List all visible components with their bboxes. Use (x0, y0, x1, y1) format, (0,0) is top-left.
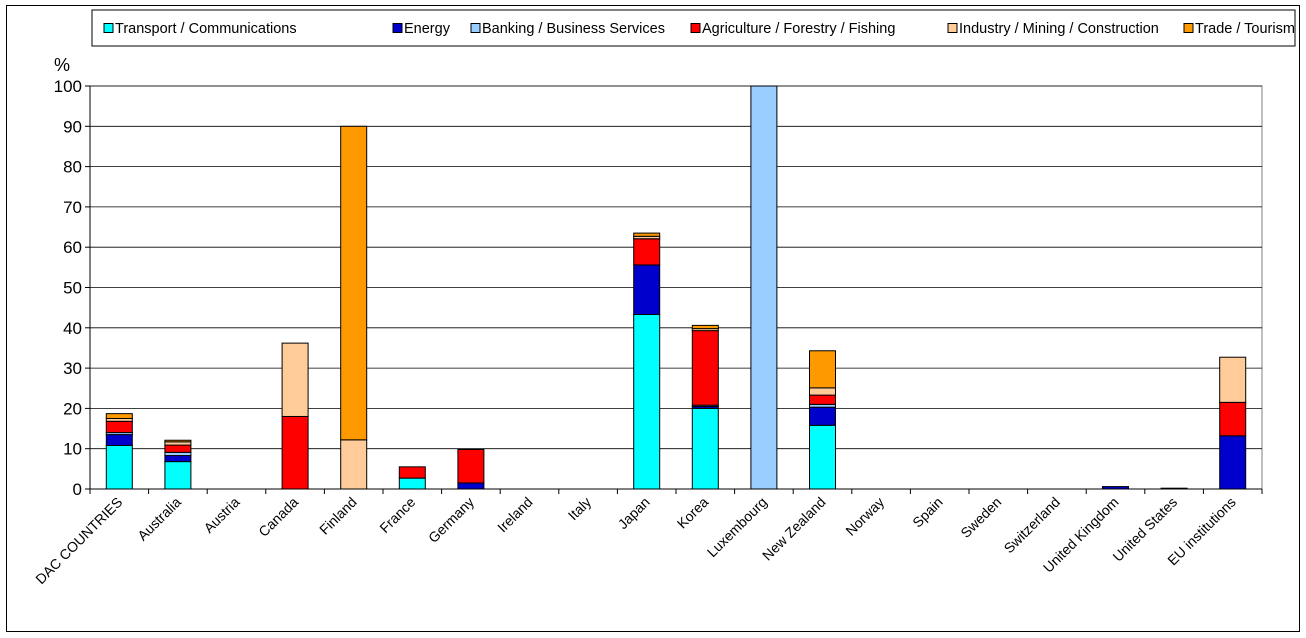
legend-swatch (1183, 23, 1194, 33)
legend-label: Transport / Communications (115, 21, 297, 37)
x-tick-label: Korea (674, 494, 712, 532)
x-tick-label: Sweden (957, 494, 1004, 541)
legend-swatch (470, 23, 481, 33)
bar-segment (457, 482, 485, 490)
legend-swatch (103, 23, 114, 33)
x-tick-label: Japan (615, 494, 653, 532)
grid-layer (89, 85, 1263, 490)
legend-label: Agriculture / Forestry / Fishing (702, 21, 895, 37)
x-tick-label: Germany (425, 494, 477, 546)
y-axis-label: % (54, 55, 70, 75)
legend-swatch (392, 23, 403, 33)
x-tick-label: Australia (134, 494, 184, 544)
bar-segment (1219, 435, 1247, 490)
bar-segment (105, 413, 133, 419)
bar-segment (750, 85, 778, 490)
y-tick-label: 60 (63, 238, 82, 257)
bar-segment (457, 449, 485, 484)
x-tick-label: Finland (316, 494, 360, 538)
bar-segment (105, 420, 133, 434)
legend: Transport / Communications Energy Banking … (91, 9, 1296, 47)
x-tick-label: Spain (909, 494, 946, 531)
bar-segment (809, 394, 836, 405)
y-tick-label: 20 (63, 399, 82, 418)
bar-segment (633, 264, 661, 316)
bar-segment (809, 424, 836, 490)
x-tick-label: Norway (842, 494, 887, 539)
x-tick-label: Canada (255, 494, 301, 540)
bar-segment (105, 434, 133, 446)
bar-segment (633, 238, 661, 266)
x-tick-label: France (376, 494, 418, 536)
x-tick-label: Italy (565, 494, 594, 523)
bar-segment (691, 407, 719, 490)
bar-segment (398, 477, 426, 490)
legend-label: Trade / Tourism (1195, 21, 1295, 37)
bar-segment (633, 232, 661, 237)
chart-frame (6, 5, 1300, 632)
x-tick-label: Austria (200, 494, 242, 536)
bar-segment (398, 466, 426, 479)
y-tick-label: 80 (63, 158, 82, 177)
bar-segment (340, 125, 368, 441)
bar-segment (105, 444, 133, 490)
x-tick-label: Switzerland (1001, 494, 1063, 556)
bar-segment (164, 461, 192, 490)
bar-segment (281, 342, 309, 417)
legend-label: Energy (404, 21, 451, 37)
bar-segment (691, 324, 719, 330)
x-tick-label: New Zealand (759, 494, 829, 564)
legend-label: Industry / Mining / Construction (959, 21, 1159, 37)
bar-segment (691, 330, 719, 406)
bar-segment (340, 439, 368, 490)
legend-label: Banking / Business Services (482, 21, 665, 37)
y-tick-label: 30 (63, 359, 82, 378)
bar-segment (164, 439, 192, 443)
y-tick-label: 70 (63, 198, 82, 217)
legend-swatch (690, 23, 701, 33)
y-tick-label: 90 (63, 117, 82, 136)
bar-segment (281, 415, 309, 490)
y-tick-label: 50 (63, 279, 82, 298)
bar-segment (809, 387, 836, 396)
bar-segment (1219, 356, 1247, 403)
bar-segment (164, 444, 192, 453)
bar-segment (809, 350, 836, 389)
legend-swatch (947, 23, 958, 33)
bar-segment (809, 406, 836, 426)
y-tick-label: 100 (54, 77, 82, 96)
bar-segment (164, 455, 192, 463)
x-tick-label: Ireland (494, 494, 536, 536)
y-tick-label: 10 (63, 440, 82, 459)
bar-segment (1219, 401, 1247, 437)
y-tick-label: 40 (63, 319, 82, 338)
x-tick-label: DAC COUNTRIES (32, 494, 125, 587)
bar-segment (633, 314, 661, 490)
y-tick-label: 0 (73, 480, 82, 499)
